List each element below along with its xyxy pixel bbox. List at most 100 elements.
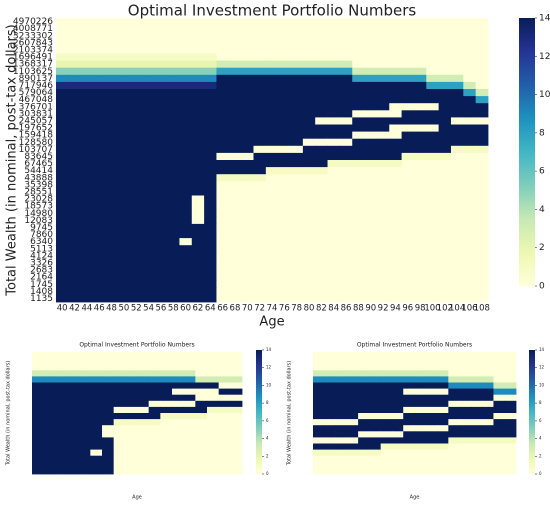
cell [470, 394, 483, 402]
cell [401, 273, 415, 282]
cell [413, 138, 427, 147]
cell [426, 46, 440, 54]
cell [401, 60, 415, 69]
cell [68, 117, 82, 125]
cell [389, 160, 402, 168]
cell [380, 376, 393, 383]
cell [78, 425, 91, 432]
cell [191, 74, 205, 83]
cell [327, 252, 341, 260]
cell [290, 74, 304, 83]
cell [191, 245, 205, 253]
cell [56, 32, 69, 40]
cell [448, 431, 461, 438]
cell [167, 252, 180, 260]
cell [102, 455, 115, 463]
cell [438, 39, 452, 47]
cell [216, 81, 230, 90]
cell [55, 443, 68, 450]
cell [339, 216, 353, 225]
cell [105, 124, 119, 132]
cell [154, 209, 168, 218]
cell [67, 388, 80, 396]
cell [364, 89, 378, 97]
cell [459, 400, 472, 408]
cell [55, 406, 68, 414]
cell [55, 455, 68, 463]
cell [56, 131, 69, 140]
cell [448, 352, 461, 359]
cell [426, 223, 440, 232]
cell [426, 25, 440, 33]
cell [364, 202, 378, 211]
cell [470, 413, 483, 420]
cell [450, 74, 464, 83]
cell [391, 431, 404, 438]
cell [391, 406, 404, 414]
cell [105, 280, 119, 289]
cell [389, 53, 402, 61]
cell [130, 18, 143, 26]
cell [130, 280, 143, 289]
cell [425, 406, 438, 414]
cell [253, 252, 267, 260]
cell [43, 358, 56, 365]
cell [228, 252, 242, 260]
cell [68, 18, 82, 26]
cell [204, 160, 217, 168]
cell [327, 18, 341, 26]
cell [302, 252, 316, 260]
cell [67, 376, 80, 383]
cell [376, 245, 390, 253]
cell [327, 280, 341, 289]
cell [364, 67, 378, 76]
cell [391, 413, 404, 420]
cell [475, 188, 489, 196]
cell [403, 425, 415, 432]
cell [376, 96, 390, 104]
cell [290, 152, 304, 161]
cell [130, 287, 143, 296]
cell [470, 455, 483, 463]
cell [504, 431, 517, 438]
cell [117, 202, 131, 211]
cell [389, 60, 402, 69]
cell [380, 455, 393, 463]
cell [352, 188, 365, 196]
cell [67, 431, 80, 438]
cell [401, 209, 415, 218]
cell [426, 60, 440, 69]
cell [463, 67, 477, 76]
x-tick-label: 78 [291, 304, 302, 314]
cell [438, 223, 452, 232]
cell [265, 18, 279, 26]
cell [67, 467, 80, 475]
cell [154, 124, 168, 132]
cell [117, 46, 131, 54]
cell [78, 431, 91, 438]
cell [414, 437, 427, 444]
cell [401, 131, 415, 140]
cell [389, 202, 402, 211]
cell [183, 394, 196, 402]
cell [93, 89, 106, 97]
cell [113, 455, 126, 463]
cell [216, 202, 230, 211]
cell [265, 96, 279, 104]
cell [450, 18, 464, 26]
cell [228, 209, 242, 218]
cell [90, 394, 103, 402]
cell [80, 131, 94, 140]
cell [32, 461, 45, 469]
cell [425, 467, 438, 475]
cell [339, 46, 353, 54]
cell [475, 195, 489, 203]
cell [113, 419, 126, 426]
cell [154, 167, 168, 175]
cell [253, 273, 267, 282]
cell [93, 160, 106, 168]
cell [475, 138, 489, 147]
cell [380, 443, 393, 450]
cell [438, 18, 452, 26]
cell [78, 455, 91, 463]
